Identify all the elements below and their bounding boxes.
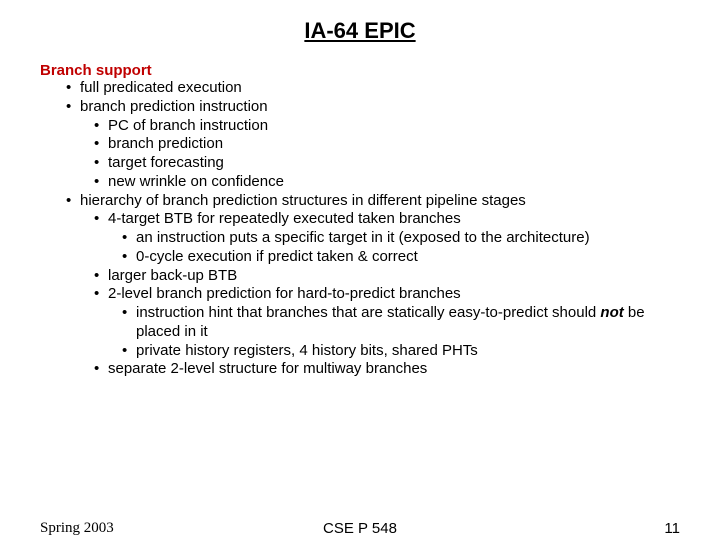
list-item: full predicated execution [40,79,680,98]
list-item: larger back-up BTB [40,267,680,286]
list-item: PC of branch instruction [40,117,680,136]
bullet-list: full predicated execution branch predict… [40,79,680,379]
list-item: 2-level branch prediction for hard-to-pr… [40,285,680,304]
list-item: branch prediction instruction [40,98,680,117]
footer-center: CSE P 548 [0,520,720,537]
list-item: 4-target BTB for repeatedly executed tak… [40,210,680,229]
list-item: hierarchy of branch prediction structure… [40,192,680,211]
slide-content: Branch support full predicated execution… [40,62,680,379]
text: instruction hint that branches that are … [136,304,600,321]
emphasis-not: not [600,304,623,321]
section-heading: Branch support [40,62,680,79]
list-item: private history registers, 4 history bit… [40,342,680,361]
slide-title: IA-64 EPIC [40,18,680,44]
list-item: branch prediction [40,135,680,154]
slide: IA-64 EPIC Branch support full predicate… [0,0,720,540]
list-item: an instruction puts a specific target in… [40,229,680,248]
list-item: new wrinkle on confidence [40,173,680,192]
footer-right: 11 [664,520,680,537]
list-item: instruction hint that branches that are … [40,304,680,342]
list-item: separate 2-level structure for multiway … [40,360,680,379]
list-item: 0-cycle execution if predict taken & cor… [40,248,680,267]
list-item: target forecasting [40,154,680,173]
